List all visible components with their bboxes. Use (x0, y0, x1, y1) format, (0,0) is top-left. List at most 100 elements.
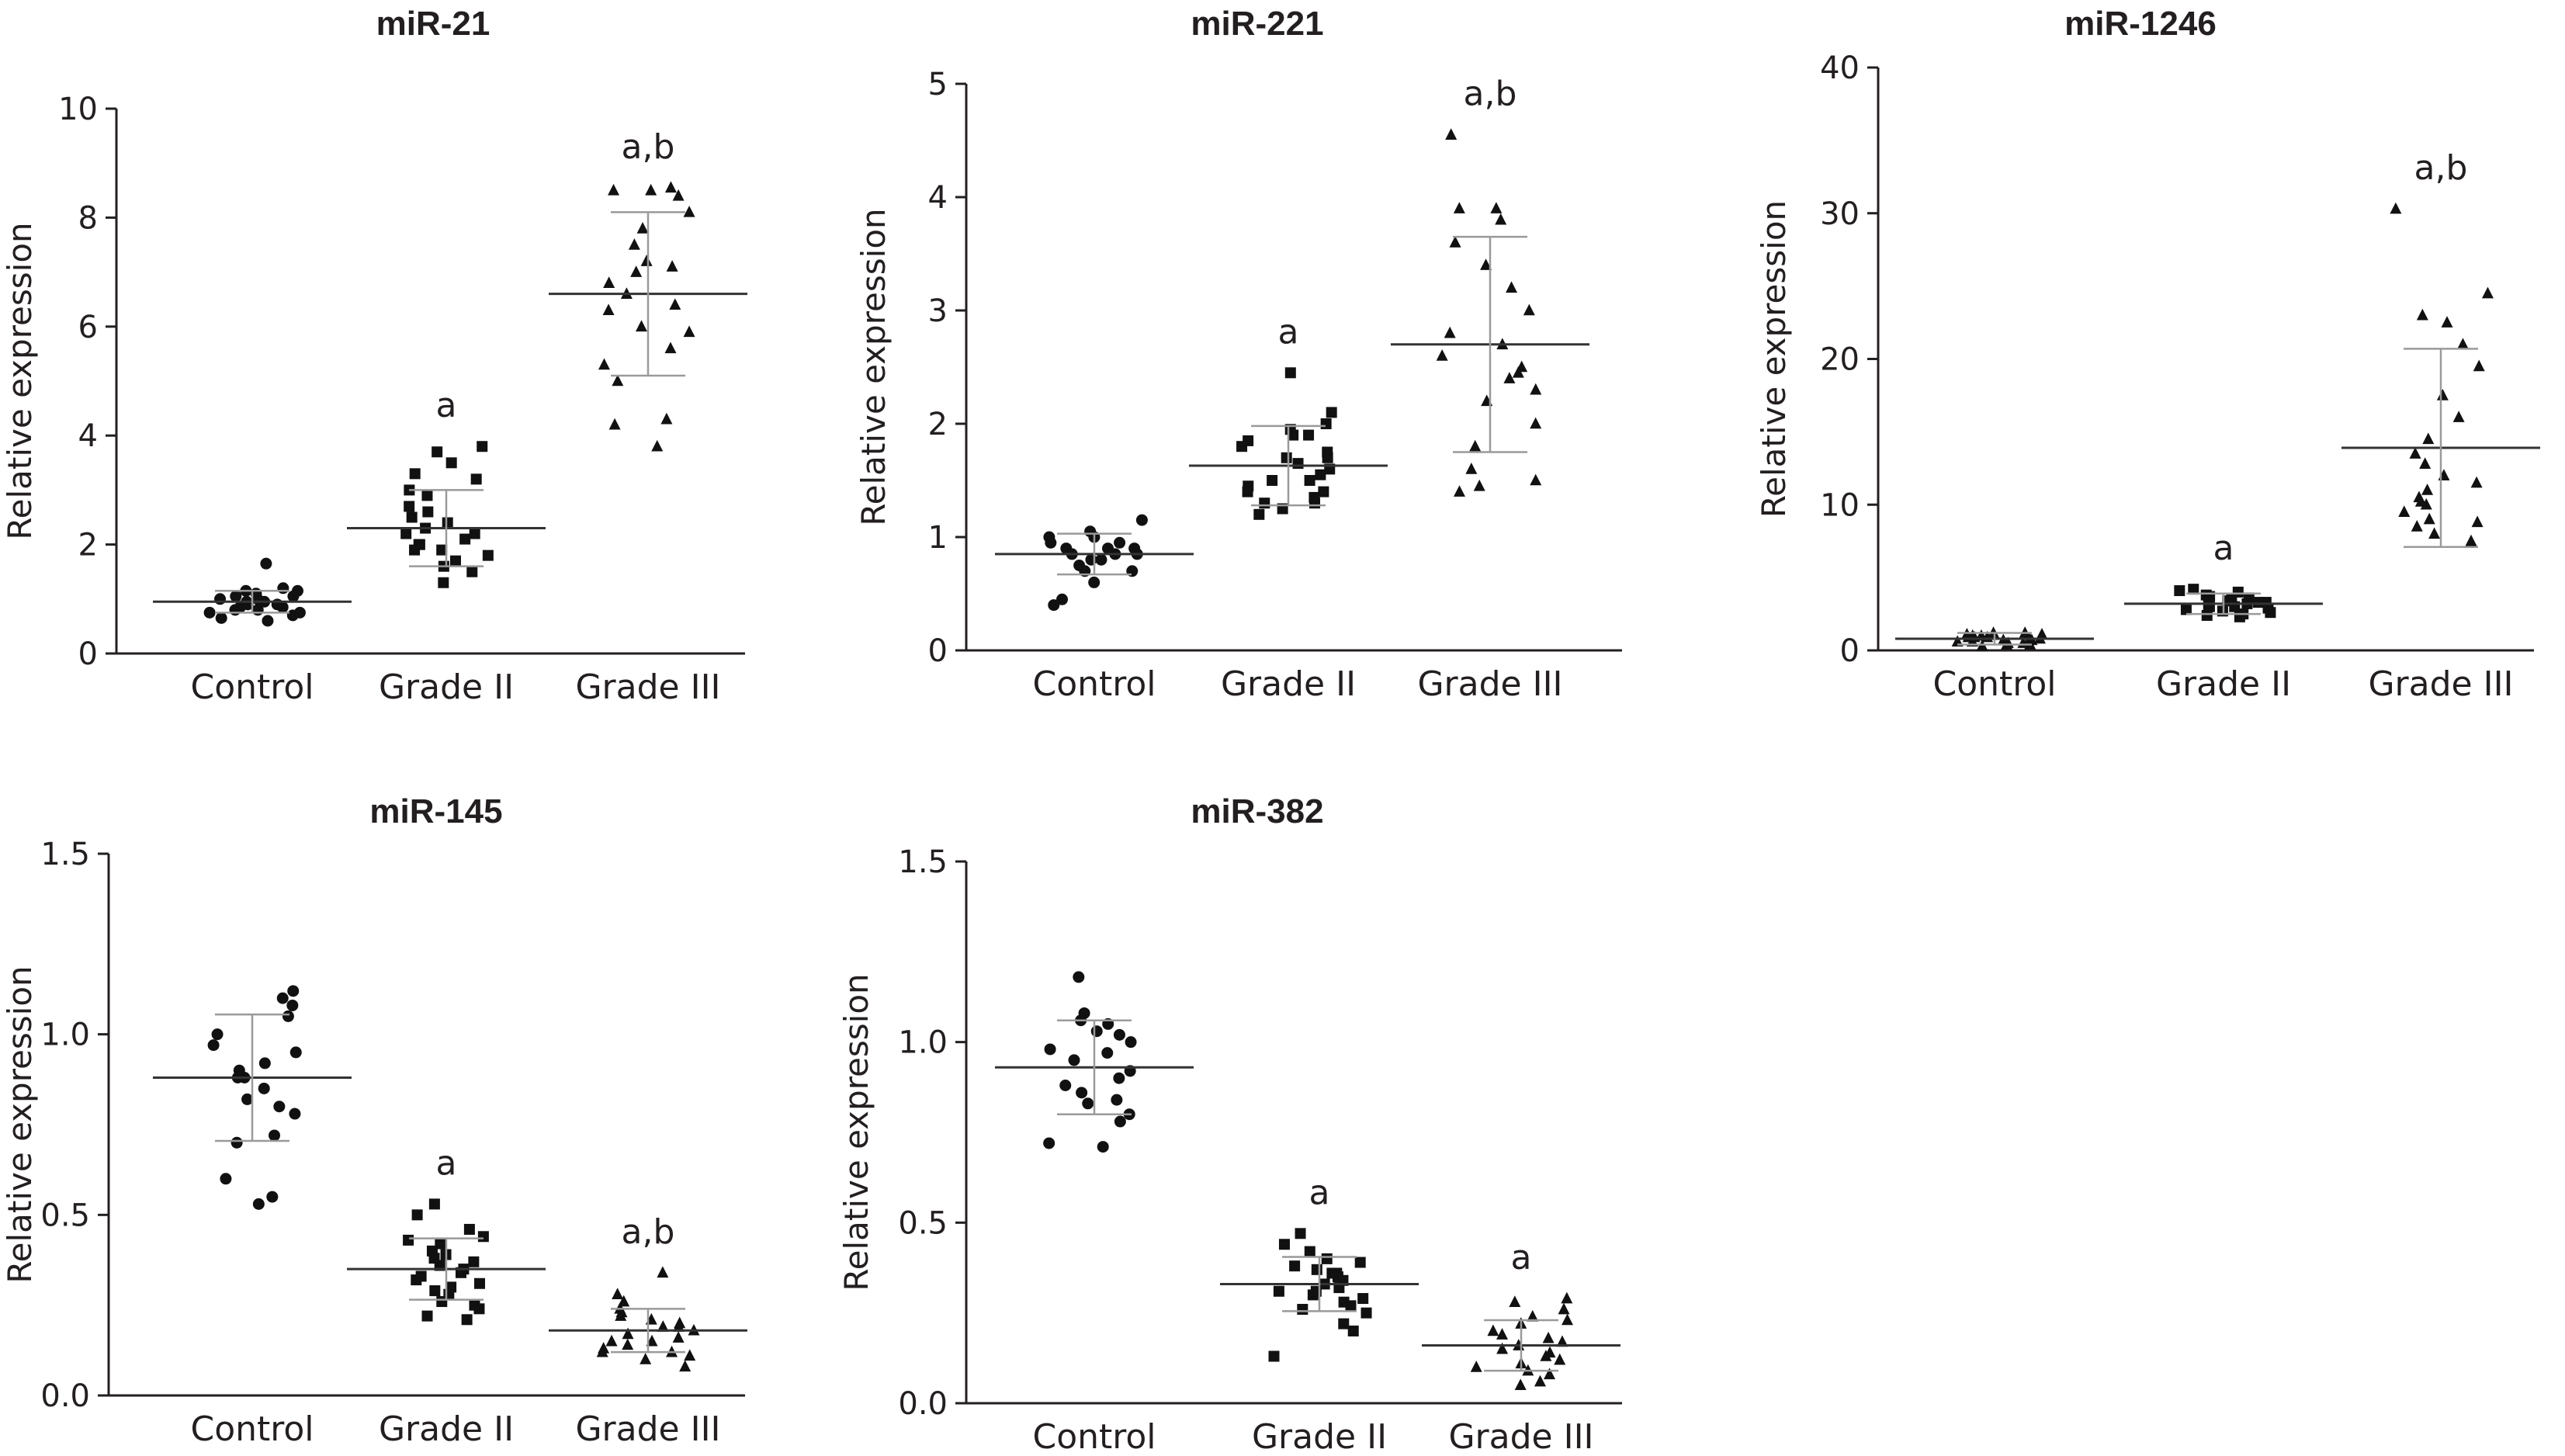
data-point (1295, 1228, 1306, 1239)
data-point (415, 1271, 427, 1282)
data-point (1480, 258, 1492, 270)
data-point (203, 606, 216, 619)
y-axis-label: Relative expression (837, 973, 875, 1291)
data-point (1470, 1361, 1482, 1372)
data-point (684, 1349, 696, 1361)
data-point (428, 1198, 440, 1210)
data-point (1357, 1293, 1369, 1305)
data-point (1503, 372, 1516, 383)
data-point (277, 582, 289, 595)
data-point (1268, 1350, 1280, 1362)
data-point (2201, 609, 2213, 621)
data-point (289, 1046, 302, 1059)
y-axis-label: Relative expression (1, 965, 39, 1283)
data-point (2471, 515, 2484, 528)
y-tick-label: 4 (928, 180, 948, 216)
data-point (1281, 452, 1292, 463)
x-category-label: Control (1932, 664, 2056, 704)
y-tick-label: 4 (78, 418, 98, 454)
y-tick-label: 2 (928, 407, 948, 442)
data-point (1113, 1028, 1125, 1041)
data-point (482, 549, 494, 561)
data-point (683, 325, 695, 338)
y-axis-label: Relative expression (1, 222, 39, 539)
data-point (1496, 1342, 1509, 1354)
data-point (2188, 584, 2199, 595)
data-point (445, 1281, 457, 1293)
data-point (1338, 1318, 1350, 1329)
data-point (1088, 576, 1101, 588)
y-tick-label: 20 (1820, 342, 1860, 378)
data-point (1068, 1054, 1080, 1066)
y-tick-label: 1 (928, 520, 948, 556)
data-point (2473, 359, 2485, 372)
significance-annotation: a (1278, 312, 1299, 352)
data-point (436, 544, 448, 556)
data-point (622, 1338, 634, 1350)
data-point (1267, 475, 1278, 486)
data-point (2465, 534, 2477, 546)
significance-annotation: a (436, 386, 457, 425)
data-point (1338, 1296, 1350, 1308)
data-point (1465, 463, 1478, 474)
data-point (2470, 476, 2483, 488)
data-point (400, 528, 412, 539)
data-point (2481, 286, 2494, 299)
chart-title: miR-1246 (2064, 5, 2217, 43)
data-point (2390, 202, 2402, 214)
data-point (286, 999, 299, 1011)
y-tick-label: 0.0 (40, 1378, 90, 1414)
data-point (271, 598, 283, 611)
data-point (657, 1266, 669, 1278)
data-point (640, 255, 653, 266)
data-point (1544, 1368, 1556, 1380)
significance-annotation: a,b (622, 1212, 675, 1252)
data-point (612, 374, 624, 387)
data-point (1259, 497, 1270, 509)
data-point (640, 1353, 652, 1364)
data-point (1320, 418, 1332, 429)
data-point (1048, 599, 1060, 612)
data-point (1289, 1260, 1301, 1272)
data-point (469, 1299, 480, 1311)
data-point (608, 183, 620, 196)
data-point (2174, 585, 2185, 597)
data-point (1347, 1325, 1359, 1336)
data-point (1043, 531, 1055, 543)
data-point (241, 1093, 254, 1105)
data-point (630, 265, 643, 277)
data-point (262, 615, 274, 627)
x-category-label: Grade III (2368, 664, 2513, 704)
data-point (1128, 543, 1141, 555)
data-point (1076, 1087, 1088, 1099)
data-point (636, 320, 648, 332)
data-point (1284, 367, 1296, 379)
chart-panel: miR-145 Relative expression 0.0 0.5 1.0 1.5 Co… (1, 792, 747, 1449)
data-point (1125, 1036, 1137, 1049)
data-point (618, 1295, 630, 1307)
data-point (1311, 1264, 1322, 1275)
data-point (1445, 128, 1458, 140)
y-axis-label: Relative expression (1755, 200, 1793, 518)
data-point (2180, 604, 2192, 615)
y-tick-label: 30 (1820, 196, 1860, 232)
data-point (2036, 627, 2048, 640)
data-point (2452, 411, 2465, 422)
data-point (445, 457, 457, 469)
data-point (2232, 586, 2244, 598)
data-point (411, 1209, 423, 1221)
significance-annotation: a (436, 1143, 457, 1183)
chart-panel: miR-221 Relative expression 0 1 2 3 4 5 Control G… (854, 5, 1622, 704)
data-point (2438, 469, 2450, 480)
data-point (1304, 1246, 1315, 1257)
data-point (260, 557, 272, 570)
data-point (1078, 1007, 1090, 1019)
data-point (1530, 473, 1542, 486)
data-point (622, 1327, 634, 1340)
x-category-label: Grade II (1252, 1417, 1387, 1456)
data-point (463, 1223, 475, 1235)
data-point (1322, 452, 1333, 463)
data-point (2409, 447, 2421, 459)
data-point (220, 1173, 232, 1185)
data-point (409, 544, 421, 556)
